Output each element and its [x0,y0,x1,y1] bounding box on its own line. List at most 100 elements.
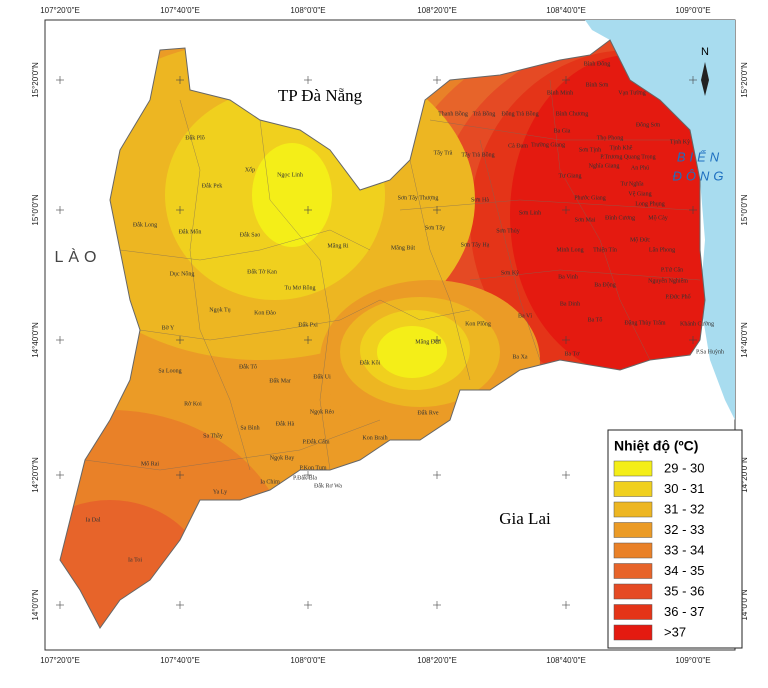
sea-label: BIỂN [677,149,723,164]
zone [510,55,705,375]
longitude-label: 108°20'0"E [417,6,457,15]
place-labels: Đắk Plô Xốp Ngọc Linh Đắk Pek Đắk Long Đắk Mô… [86,61,724,563]
place-label: Sa Bình [240,425,259,431]
place-label: An Phú [631,165,649,171]
latitude-label: 14°40'0"N [740,322,749,358]
place-label: Ngọk Bay [270,455,295,461]
place-label: Đắk Long [133,221,157,228]
place-label: Sơn Mai [575,217,596,223]
district-lines [84,79,701,471]
place-label: Khánh Cường [680,321,714,327]
place-label: P.Trương Quang Trọng [600,154,655,160]
latitude-label: 14°0'0"N [740,589,749,620]
place-label: Đắk Mar [269,377,291,384]
place-label: Bình Minh [547,90,573,96]
place-label: Vạn Tường [618,90,645,96]
legend-swatch [613,481,653,497]
place-label: P.Kon Tum [299,465,326,471]
place-label: Tu Mơ Rông [285,285,316,291]
place-label: Ba Dinh [560,301,580,307]
place-label: Ia Chim [260,479,280,485]
latitude-label: 14°20'0"N [740,457,749,493]
legend-label: 34 - 35 [664,563,704,578]
legend-swatch [613,522,653,538]
legend: Nhiệt độ (ºC) 29 - 30 30 - 31 31 - 32 32 - … [607,429,743,649]
latitude-label: 15°0'0"N [31,194,40,225]
place-label: Đắk Tô [239,363,257,370]
region-label: LÀO [54,247,101,266]
place-label: Đắk Kôi [360,359,381,366]
place-label: P.Đắk Cấm [303,438,330,445]
place-label: Kon Braih [362,435,387,441]
longitude-label: 107°40'0"E [160,6,200,15]
place-label: Thiện Tín [593,247,617,253]
legend-label: 29 - 30 [664,460,704,475]
legend-label: 33 - 34 [664,542,704,557]
region-label: Gia Lai [499,509,551,528]
place-label: Trường Giang [531,142,565,148]
place-label: Sơn Tây Thượng [398,195,439,201]
place-label: P.Đức Phổ [665,293,690,300]
place-label: Ngọc Linh [277,172,303,178]
region-label: TP Đà Nẵng [278,86,363,105]
place-label: Đắk Pek [202,182,223,189]
place-label: Ba Vì [518,313,532,319]
legend-swatch [613,583,653,600]
place-label: Măng Đen [415,339,441,345]
place-label: Sơn Thủy [496,228,520,234]
place-label: Tây Trà [434,150,453,156]
place-label: Rờ Koi [184,401,202,407]
place-label: Đắk Rơ Wa [314,482,342,489]
longitude-label: 108°20'0"E [417,656,457,665]
sea-label: ĐÔNG [673,168,728,183]
place-label: Măng Bút [391,245,416,251]
place-label: Mô Rai [141,461,160,467]
place-label: Mộ Đức [630,237,650,243]
legend-swatch [613,604,653,620]
place-label: Thọ Phong [597,135,624,141]
place-label: Lân Phong [649,247,675,253]
longitude-label: 108°0'0"E [290,6,325,15]
place-label: Sơn Tây Hạ [461,242,490,248]
place-label: Nghĩa Giang [589,163,620,169]
place-label: Tịnh Kỳ [670,139,690,145]
latitude-label: 14°20'0"N [31,457,40,493]
legend-label: 32 - 33 [664,522,704,537]
place-label: Sơn Tây [425,225,445,231]
place-label: Ba Xa [512,354,527,360]
latitude-label: 14°0'0"N [31,589,40,620]
longitude-label: 107°20'0"E [40,656,80,665]
place-label: Đặng Thùy Trâm [624,320,666,326]
place-label: Ba Tô [588,317,603,323]
place-label: Bình Sơn [586,82,609,88]
place-label: Sơn Hà [471,197,489,203]
legend-swatch [613,542,653,559]
sea [585,20,735,420]
latitude-label: 15°0'0"N [740,194,749,225]
place-label: Dục Nông [170,271,195,277]
place-label: Đắk Tờ Kan [247,268,277,275]
legend-label: 30 - 31 [664,481,704,496]
place-label: Sa Loong [158,368,181,374]
place-label: Sơn Kỳ [501,270,519,276]
legend-label: 35 - 36 [664,583,704,598]
place-label: Tịnh Khê [610,145,633,151]
place-label: Thanh Bồng [438,110,468,117]
place-label: Sơn Tịnh [579,147,601,153]
legend-swatch [613,563,653,579]
place-label: Sa Thầy [203,432,223,439]
longitude-label: 108°40'0"E [546,6,586,15]
legend-label: >37 [664,624,686,639]
zone [252,143,332,247]
axis-labels: 107°20'0"E 107°20'0"E 107°40'0"E 107°40'0"E… [31,6,749,665]
place-label: P.Sa Huỳnh [696,349,724,355]
place-label: Đông Trà Bồng [501,110,538,117]
legend-label: 31 - 32 [664,501,704,516]
zone [377,326,447,378]
place-label: Kon Đào [254,310,276,316]
place-label: P.Đắk Bla [293,474,317,481]
place-label: Kon Plông [465,321,491,327]
place-label: Tư Giang [558,173,581,179]
longitude-label: 109°0'0"E [675,656,710,665]
